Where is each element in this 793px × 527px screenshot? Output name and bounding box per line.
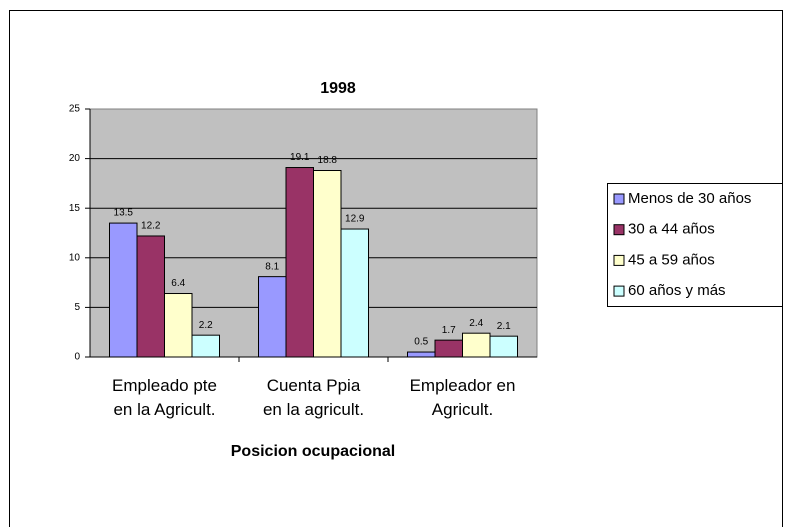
chart-title: 1998 (320, 80, 356, 97)
bar (191, 334, 220, 358)
legend-swatch (613, 254, 625, 266)
value-label: 2.4 (469, 318, 483, 329)
value-label: 6.4 (171, 278, 185, 289)
bar (285, 167, 314, 358)
value-label: 19.1 (290, 152, 310, 163)
x-tick-label: Empleador en Agricult. (409, 376, 516, 419)
bar (164, 293, 193, 358)
legend-label: Menos de 30 años (628, 190, 751, 207)
bar (340, 228, 369, 358)
legend-swatch (613, 193, 625, 205)
x-axis-title: Posicion ocupacional (231, 443, 395, 460)
y-tick-label: 25 (69, 104, 81, 115)
value-label: 18.8 (318, 155, 338, 166)
bar (258, 276, 287, 358)
legend-swatch (613, 224, 625, 236)
y-tick-label: 15 (69, 203, 81, 214)
legend-label: 45 a 59 años (628, 251, 715, 268)
value-label: 2.2 (199, 320, 213, 331)
value-label: 12.2 (141, 221, 161, 232)
bar (489, 335, 518, 358)
legend-label: 30 a 44 años (628, 221, 715, 238)
bar (109, 222, 138, 358)
y-tick-label: 0 (74, 352, 80, 363)
legend-swatch (613, 285, 625, 297)
bar (462, 332, 491, 358)
value-label: 2.1 (497, 321, 511, 332)
bar (136, 235, 165, 358)
y-tick-label: 20 (69, 153, 81, 164)
legend-label: 60 años y más (628, 282, 726, 299)
y-tick-label: 5 (74, 302, 80, 313)
bar (313, 170, 342, 358)
x-tick-label: Empleado pte en la Agricult. (112, 376, 217, 419)
value-label: 8.1 (265, 261, 279, 272)
legend (607, 183, 783, 307)
y-tick-label: 10 (69, 252, 81, 263)
bar (407, 351, 436, 358)
value-label: 12.9 (345, 214, 365, 225)
value-label: 0.5 (414, 337, 428, 348)
value-label: 1.7 (442, 325, 456, 336)
value-label: 13.5 (114, 208, 134, 219)
x-tick-label: Cuenta Ppia en la agricult. (262, 376, 365, 419)
bar (434, 339, 463, 358)
